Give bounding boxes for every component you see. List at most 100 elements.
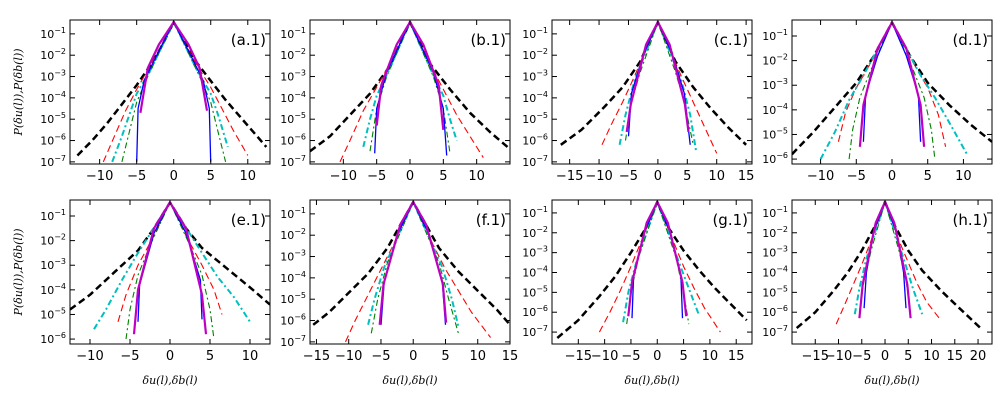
x-tick-label: 10 [955,169,972,184]
x-tick-label: 0 [409,349,417,364]
series-line-6 [858,200,912,319]
x-tick-label: −10 [330,169,357,184]
x-tick-label: −5 [619,169,638,184]
series-line-2 [117,201,223,322]
series-line-3 [622,201,701,323]
y-tick-label: 10−2 [40,233,66,248]
x-tick-label: 0 [654,169,662,184]
x-tick-label: −5 [852,349,871,364]
panel-2: −10 −5 0 5 10 10−7 10−6 10−5 10−4 10−3 10−2 10−1 (b.… [280,19,511,184]
x-tick-label: −10 [76,349,103,364]
series-line-5 [862,21,922,142]
series-line-5 [380,201,447,325]
panel-label: (f.1) [476,211,506,229]
y-tick-label: 10−3 [522,245,548,260]
y-tick-label: 10−2 [280,47,306,62]
y-tick-label: 10−7 [280,334,306,349]
x-tick-label: −5 [847,169,866,184]
x-tick-label: −10 [585,169,612,184]
panel-label: (e.1) [231,211,266,229]
x-tick-label: −5 [371,349,390,364]
y-tick-label: 10−7 [280,154,306,169]
panel-6: −15 −10 −5 0 5 10 15 10−7 10−6 10−5 10−4 10−3 10−2 10… [280,199,518,364]
x-tick-label: 20 [970,349,987,364]
x-tick-label: 10 [469,349,486,364]
panel-7: −15−10 −5 0 5 10 15 10−7 10−6 10−5 10−4 10−3 10−2 10… [522,199,753,364]
x-tick-label: 0 [170,169,178,184]
series-line-2 [344,201,492,343]
y-tick-label: 10−4 [40,90,66,105]
y-tick-label: 10−6 [280,133,306,148]
x-tick-label: 10 [923,349,940,364]
series-line-6 [378,201,448,325]
x-tick-label: 10 [468,169,485,184]
plot-frame [309,199,511,345]
y-tick-label: 10−6 [40,331,66,346]
x-axis-label-e: δu(l),δb(l) [142,374,197,387]
y-axis-label-bottom: P(δu(l)),P(δb(l)) [12,228,25,316]
y-tick-label: 10−4 [522,90,548,105]
x-axis-label-g: δu(l),δb(l) [624,374,679,387]
y-tick-label: 10−5 [40,111,66,126]
panel-3: −15 −10 −5 0 5 10 15 10−7 10−6 10−5 10−4 10−3 10−2 10… [522,19,755,184]
y-tick-label: 10−5 [762,284,788,299]
x-tick-label: 5 [207,169,215,184]
y-tick-label: 10−3 [280,249,306,264]
x-tick-label: −5 [120,349,139,364]
series-line-6 [627,200,688,317]
y-tick-label: 10−4 [280,270,306,285]
x-tick-label: 0 [406,169,414,184]
panel-label: (h.1) [952,211,988,229]
series-line-3 [618,21,698,152]
x-tick-label: 10 [242,349,259,364]
y-tick-label: 10−1 [280,206,306,221]
x-tick-label: 15 [738,169,755,184]
y-tick-label: 10−7 [40,154,66,169]
x-tick-label: 0 [166,349,174,364]
y-tick-label: 10−1 [522,205,548,220]
x-tick-label: −15 [802,349,829,364]
y-tick-label: 10−2 [40,47,66,62]
x-tick-label: 0 [653,349,661,364]
x-tick-label: 10 [702,349,719,364]
x-tick-label: 5 [206,349,214,364]
y-tick-label: 10−2 [762,225,788,240]
x-axis-label-h: δu(l),δb(l) [864,374,919,387]
y-tick-label: 10−5 [522,111,548,126]
series-line-2 [339,21,484,163]
panel-label: (b.1) [470,31,506,49]
y-tick-label: 10−5 [40,306,66,321]
y-tick-label: 10−1 [280,26,306,41]
series-line-5 [631,201,684,319]
x-tick-label: −15 [565,349,592,364]
x-tick-label: −15 [556,169,583,184]
x-tick-label: 10 [240,169,257,184]
panel-1: −10 −5 0 5 10 10−7 10−6 10−5 10−4 10−3 10−2 10−1 (a.… [40,19,271,184]
y-tick-label: 10−2 [762,53,788,68]
x-tick-label: −5 [127,169,146,184]
y-tick-label: 10−6 [762,151,788,166]
x-tick-label: 0 [888,169,896,184]
y-tick-label: 10−2 [522,47,548,62]
series-line-4 [125,201,215,340]
panel-label: (g.1) [712,211,748,229]
y-tick-label: 10−4 [522,264,548,279]
series-line-5 [374,21,448,156]
y-tick-label: 10−6 [40,133,66,148]
panel-label: (a.1) [231,31,266,49]
y-tick-label: 10−7 [522,154,548,169]
y-tick-label: 10−4 [280,90,306,105]
x-tick-label: −10 [807,169,834,184]
y-tick-label: 10−3 [280,69,306,84]
x-tick-label: 15 [728,349,745,364]
y-tick-label: 10−7 [522,324,548,339]
y-tick-label: 10−3 [40,69,66,84]
series-line-6 [858,21,926,147]
series-line-3 [819,21,968,160]
y-tick-label: 10−4 [762,264,788,279]
series-line-3 [93,201,251,330]
y-tick-label: 10−6 [522,133,548,148]
y-tick-label: 10−4 [40,282,66,297]
chart-panels: −10 −5 0 5 1010−710−610−510−410−310−210−1(a.… [40,19,993,364]
x-tick-label: −5 [621,349,640,364]
